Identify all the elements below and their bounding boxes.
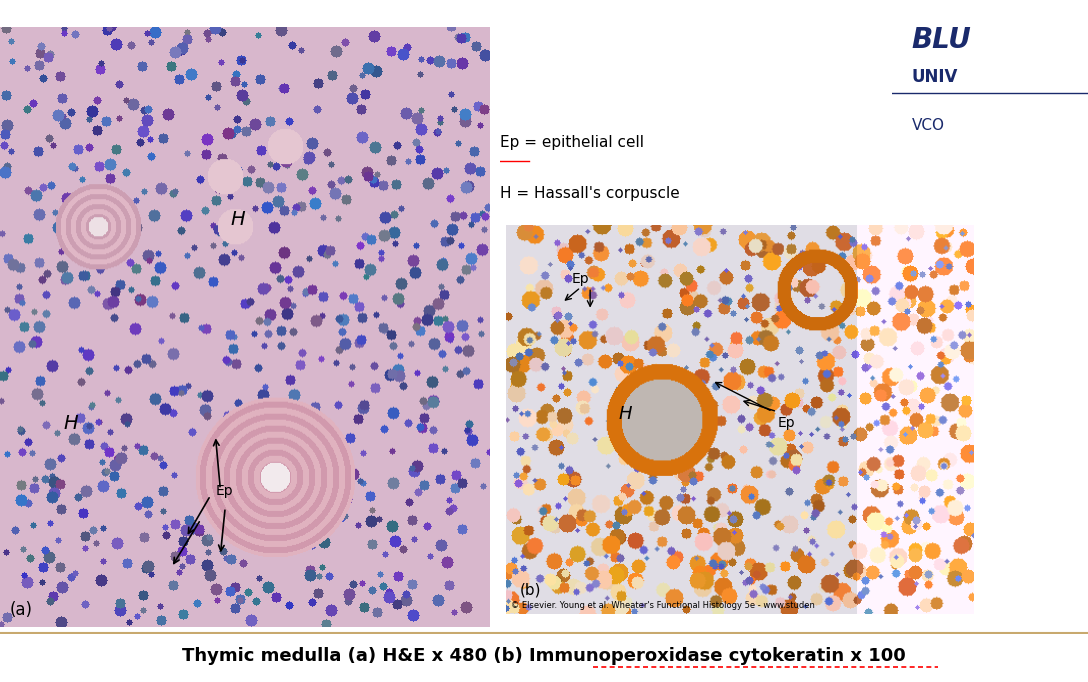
Text: H: H	[231, 210, 245, 229]
Text: BLU: BLU	[912, 26, 972, 54]
Text: VCO: VCO	[912, 117, 944, 132]
Text: © Elsevier. Young et al. Wheater's Functional Histology 5e - www.studen: © Elsevier. Young et al. Wheater's Funct…	[510, 601, 815, 610]
Text: Ep: Ep	[571, 272, 589, 286]
Text: H = Hassall's corpuscle: H = Hassall's corpuscle	[500, 186, 680, 201]
Text: Ep: Ep	[777, 416, 795, 430]
Text: (b): (b)	[520, 582, 542, 597]
Text: UNIV: UNIV	[912, 68, 959, 86]
Text: H: H	[618, 405, 632, 424]
Text: H: H	[63, 415, 78, 433]
Text: Thymic medulla (a) H&E x 480 (b) Immunoperoxidase cytokeratin x 100: Thymic medulla (a) H&E x 480 (b) Immunop…	[182, 647, 906, 665]
Text: (a): (a)	[10, 602, 33, 619]
Text: Ep: Ep	[215, 484, 233, 499]
Text: Ep = epithelial cell: Ep = epithelial cell	[500, 134, 644, 149]
